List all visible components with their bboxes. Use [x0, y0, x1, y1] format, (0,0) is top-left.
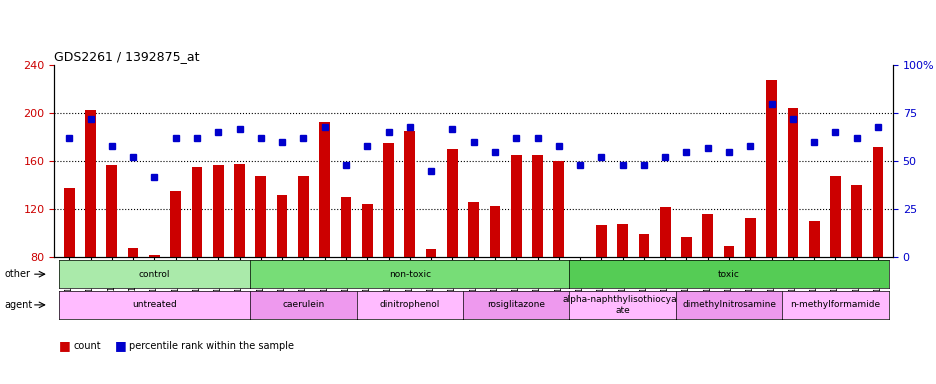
Text: control: control [139, 270, 170, 279]
Bar [595, 225, 606, 353]
Bar [744, 218, 754, 353]
Bar [361, 205, 373, 353]
Text: other: other [5, 269, 31, 279]
Bar [234, 164, 244, 353]
Bar [553, 161, 563, 353]
Bar [425, 249, 436, 353]
Bar [319, 122, 329, 353]
Bar [383, 143, 393, 353]
Text: non-toxic: non-toxic [388, 270, 431, 279]
Bar [276, 195, 287, 353]
Text: toxic: toxic [717, 270, 739, 279]
Bar [723, 247, 734, 353]
Text: alpha-naphthylisothiocyan
ate: alpha-naphthylisothiocyan ate [562, 295, 682, 314]
Bar [446, 149, 457, 353]
Bar [107, 165, 117, 353]
Text: ■: ■ [115, 339, 127, 352]
Bar [85, 110, 95, 353]
Bar [659, 207, 670, 353]
Bar [404, 131, 415, 353]
Text: untreated: untreated [132, 300, 177, 310]
Bar [468, 202, 478, 353]
Bar [532, 155, 542, 353]
Text: dinitrophenol: dinitrophenol [379, 300, 440, 310]
Bar [766, 80, 776, 353]
Text: dimethylnitrosamine: dimethylnitrosamine [681, 300, 775, 310]
Bar [829, 176, 840, 353]
Text: ■: ■ [59, 339, 71, 352]
Bar [64, 188, 75, 353]
Bar [808, 221, 819, 353]
Text: percentile rank within the sample: percentile rank within the sample [129, 341, 294, 351]
Bar [574, 261, 585, 353]
Bar [170, 191, 181, 353]
Bar [298, 176, 308, 353]
Bar [702, 214, 712, 353]
Bar [490, 206, 500, 353]
Bar [341, 197, 351, 353]
Text: rosiglitazone: rosiglitazone [487, 300, 545, 310]
Bar [127, 248, 139, 353]
Bar [617, 223, 627, 353]
Bar [510, 155, 521, 353]
Bar [256, 176, 266, 353]
Text: agent: agent [5, 300, 33, 310]
Text: GDS2261 / 1392875_at: GDS2261 / 1392875_at [54, 50, 199, 63]
Bar [638, 235, 649, 353]
Text: count: count [73, 341, 100, 351]
Text: caerulein: caerulein [282, 300, 324, 310]
Bar [871, 147, 883, 353]
Bar [192, 167, 202, 353]
Bar [851, 185, 861, 353]
Bar [149, 255, 159, 353]
Text: n-methylformamide: n-methylformamide [790, 300, 880, 310]
Bar [680, 237, 691, 353]
Bar [787, 108, 797, 353]
Bar [212, 165, 224, 353]
